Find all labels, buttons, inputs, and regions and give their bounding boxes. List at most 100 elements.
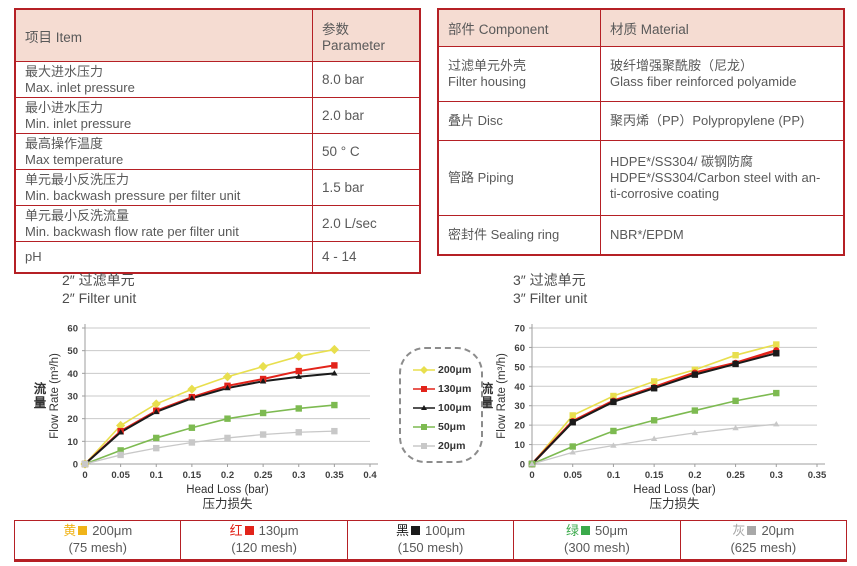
svg-text:0.2: 0.2 — [688, 470, 701, 481]
color-key-cell: 灰 20μm (625 mesh) — [679, 521, 846, 559]
color-name-cn: 绿 — [566, 523, 580, 538]
parameter-cell: 2.0 bar — [312, 97, 421, 134]
legend-entry: 20μm — [412, 436, 481, 455]
svg-text:Head Loss (bar): Head Loss (bar) — [186, 484, 269, 496]
item-cn: 单元最小反洗流量 — [25, 208, 130, 223]
legend-marker-icon — [413, 365, 435, 374]
svg-text:流: 流 — [34, 381, 47, 396]
item-en: Max. inlet pressure — [25, 79, 135, 95]
chart-title-3inch: 3″ 过滤单元 3″ Filter unit — [513, 272, 587, 307]
svg-text:10: 10 — [514, 440, 525, 451]
mesh-size: (75 mesh) — [68, 539, 127, 555]
chart-title-cn: 3″ 过滤单元 — [513, 272, 586, 288]
svg-text:流: 流 — [481, 381, 494, 396]
material-cell: HDPE*/SS304/ 碳钢防腐 HDPE*/SS304/Carbon ste… — [600, 140, 845, 216]
svg-text:压力损失: 压力损失 — [649, 496, 700, 511]
mesh-color-key-bar: 黄 200μm (75 mesh) 红 130μm (120 mesh) 黑 100μ… — [14, 520, 847, 562]
material-line: HDPE*/SS304/Carbon steel with an- — [610, 170, 821, 185]
svg-text:0: 0 — [82, 470, 87, 481]
component-cell: 过滤单元外壳 Filter housing — [437, 46, 601, 102]
table-header-row: 部件 Component 材质 Material — [437, 8, 845, 47]
material-line: Glass fiber reinforced polyamide — [610, 74, 797, 89]
parameter-cell: 1.5 bar — [312, 169, 421, 206]
item-cell: 最高操作温度 Max temperature — [14, 133, 313, 170]
legend-entry: 50μm — [412, 417, 481, 436]
chart-legend-box: 200μm 130μm 100μm 50μm 20μm — [399, 347, 483, 463]
materials-table: 部件 Component 材质 Material 过滤单元外壳 Filter h… — [437, 8, 845, 256]
component-en: Filter housing — [448, 74, 527, 89]
micron-size: 130μm — [258, 523, 299, 538]
color-swatch — [244, 526, 254, 535]
color-key-cell: 黑 100μm (150 mesh) — [346, 521, 513, 559]
svg-text:0.1: 0.1 — [607, 470, 621, 481]
svg-text:20: 20 — [514, 421, 525, 432]
micron-size: 50μm — [595, 523, 628, 538]
svg-text:压力损失: 压力损失 — [202, 496, 253, 511]
color-name-cn: 灰 — [732, 523, 746, 538]
item-cell: 单元最小反洗流量 Min. backwash flow rate per fil… — [14, 205, 313, 242]
item-cn: 最高操作温度 — [25, 136, 104, 151]
color-name-cn: 黑 — [396, 523, 410, 538]
svg-text:Head Loss (bar): Head Loss (bar) — [633, 484, 716, 496]
item-cn: 最大进水压力 — [25, 64, 104, 79]
svg-text:0: 0 — [520, 460, 525, 471]
svg-text:70: 70 — [514, 324, 525, 335]
micron-size: 20μm — [761, 523, 795, 538]
svg-text:30: 30 — [514, 401, 525, 412]
chart-title-en: 3″ Filter unit — [513, 289, 588, 306]
svg-text:Flow Rate (m³/h): Flow Rate (m³/h) — [49, 353, 61, 439]
svg-text:0.25: 0.25 — [254, 470, 273, 481]
parameter-cell: 4 - 14 — [312, 241, 421, 273]
parameters-table: 项目 Item 参数 Parameter 最大进水压力 Max. inlet p… — [14, 8, 421, 274]
flow-chart-2inch: 0 0.05 0.1 0.15 0.2 0.25 0.3 0.35 0.4 0 10 20 30 40 50… — [34, 324, 378, 511]
item-cn: 单元最小反洗压力 — [25, 172, 130, 187]
flow-chart-3inch: 0 0.05 0.1 0.15 0.2 0.25 0.3 0.35 0 10 20 30 40 50 60 7… — [481, 324, 827, 512]
color-key-cell: 绿 50μm (300 mesh) — [513, 521, 679, 559]
legend-label: 200μm — [438, 363, 472, 376]
item-cell: 最大进水压力 Max. inlet pressure — [14, 61, 313, 98]
material-cell: 玻纤增强聚酰胺（尼龙） Glass fiber reinforced polya… — [600, 46, 845, 102]
svg-text:20: 20 — [67, 414, 78, 425]
color-key-line1: 绿 50μm — [514, 523, 679, 540]
color-key-line1: 黑 100μm — [348, 523, 513, 540]
column-header-component: 部件 Component — [437, 8, 601, 47]
item-en: Min. backwash flow rate per filter unit — [25, 223, 239, 239]
legend-label: 50μm — [438, 420, 466, 433]
svg-text:量: 量 — [34, 396, 47, 410]
table-row: 叠片 Disc 聚丙烯（PP）Polypropylene (PP) — [437, 101, 845, 141]
svg-text:0: 0 — [73, 460, 78, 471]
material-line: 玻纤增强聚酰胺（尼龙） — [610, 58, 754, 73]
color-key-line1: 红 130μm — [181, 523, 346, 540]
color-key-cell: 黄 200μm (75 mesh) — [15, 521, 180, 559]
column-header-material: 材质 Material — [600, 8, 845, 47]
table-header-row: 项目 Item 参数 Parameter — [14, 8, 421, 62]
legend-label: 130μm — [438, 382, 472, 395]
micron-size: 100μm — [425, 523, 466, 538]
table-row: pH 4 - 14 — [14, 241, 421, 273]
color-key-cell: 红 130μm (120 mesh) — [180, 521, 346, 559]
table-row: 过滤单元外壳 Filter housing 玻纤增强聚酰胺（尼龙） Glass … — [437, 46, 845, 102]
color-name-cn: 红 — [229, 523, 243, 538]
svg-text:0.05: 0.05 — [111, 470, 130, 481]
svg-text:50: 50 — [67, 346, 78, 357]
table-row: 密封件 Sealing ring NBR*/EPDM — [437, 215, 845, 256]
chart-title-2inch: 2″ 过滤单元 2″ Filter unit — [62, 272, 136, 307]
component-cell: 管路 Piping — [437, 140, 601, 216]
material-cell: NBR*/EPDM — [600, 215, 845, 256]
svg-text:10: 10 — [67, 437, 78, 448]
svg-text:0.3: 0.3 — [292, 470, 305, 481]
svg-text:Flow Rate (m³/h): Flow Rate (m³/h) — [496, 353, 508, 439]
column-header-item: 项目 Item — [14, 8, 313, 62]
color-name-cn: 黄 — [63, 523, 77, 538]
table-row: 单元最小反洗流量 Min. backwash flow rate per fil… — [14, 205, 421, 242]
item-cell: 单元最小反洗压力 Min. backwash pressure per filt… — [14, 169, 313, 206]
material-cell: 聚丙烯（PP）Polypropylene (PP) — [600, 101, 845, 141]
svg-text:0.25: 0.25 — [726, 470, 745, 481]
item-cell: 最小进水压力 Min. inlet pressure — [14, 97, 313, 134]
column-header-parameter: 参数 Parameter — [312, 8, 421, 62]
parameter-cell: 2.0 L/sec — [312, 205, 421, 242]
chart-title-cn: 2″ 过滤单元 — [62, 272, 135, 288]
color-swatch — [78, 526, 88, 535]
item-en: Max temperature — [25, 151, 124, 167]
